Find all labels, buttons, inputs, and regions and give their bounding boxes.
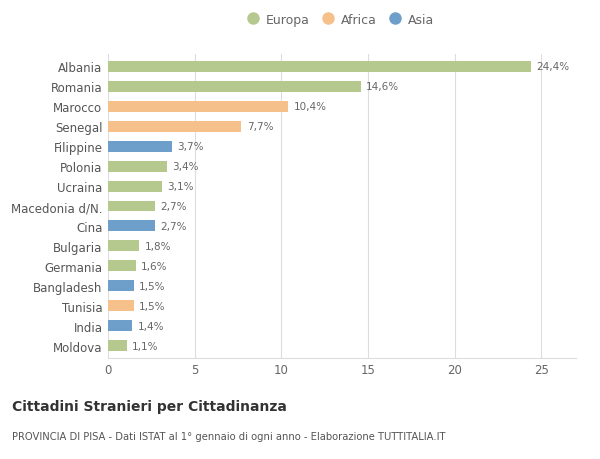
Text: PROVINCIA DI PISA - Dati ISTAT al 1° gennaio di ogni anno - Elaborazione TUTTITA: PROVINCIA DI PISA - Dati ISTAT al 1° gen… [12, 431, 445, 442]
Bar [108, 341, 127, 352]
Text: 2,7%: 2,7% [160, 202, 187, 212]
Bar [108, 101, 288, 112]
Bar [108, 161, 167, 172]
Text: 3,7%: 3,7% [178, 142, 204, 152]
Bar [108, 221, 155, 232]
Text: 1,1%: 1,1% [132, 341, 159, 351]
Text: 7,7%: 7,7% [247, 122, 273, 132]
Bar [108, 261, 136, 272]
Bar [108, 141, 172, 152]
Bar [108, 181, 162, 192]
Legend: Europa, Africa, Asia: Europa, Africa, Asia [246, 10, 438, 30]
Bar [108, 82, 361, 92]
Text: 24,4%: 24,4% [536, 62, 569, 72]
Text: 1,8%: 1,8% [145, 241, 171, 252]
Text: 2,7%: 2,7% [160, 222, 187, 231]
Text: 14,6%: 14,6% [366, 82, 400, 92]
Text: 10,4%: 10,4% [293, 102, 326, 112]
Bar [108, 121, 241, 132]
Bar [108, 321, 132, 331]
Text: 1,4%: 1,4% [137, 321, 164, 331]
Bar [108, 62, 531, 73]
Bar [108, 281, 134, 292]
Bar [108, 241, 139, 252]
Text: 3,4%: 3,4% [172, 162, 199, 172]
Text: 1,6%: 1,6% [141, 261, 167, 271]
Bar [108, 301, 134, 312]
Text: 1,5%: 1,5% [139, 281, 166, 291]
Text: 1,5%: 1,5% [139, 301, 166, 311]
Text: 3,1%: 3,1% [167, 182, 193, 191]
Bar [108, 201, 155, 212]
Text: Cittadini Stranieri per Cittadinanza: Cittadini Stranieri per Cittadinanza [12, 399, 287, 413]
